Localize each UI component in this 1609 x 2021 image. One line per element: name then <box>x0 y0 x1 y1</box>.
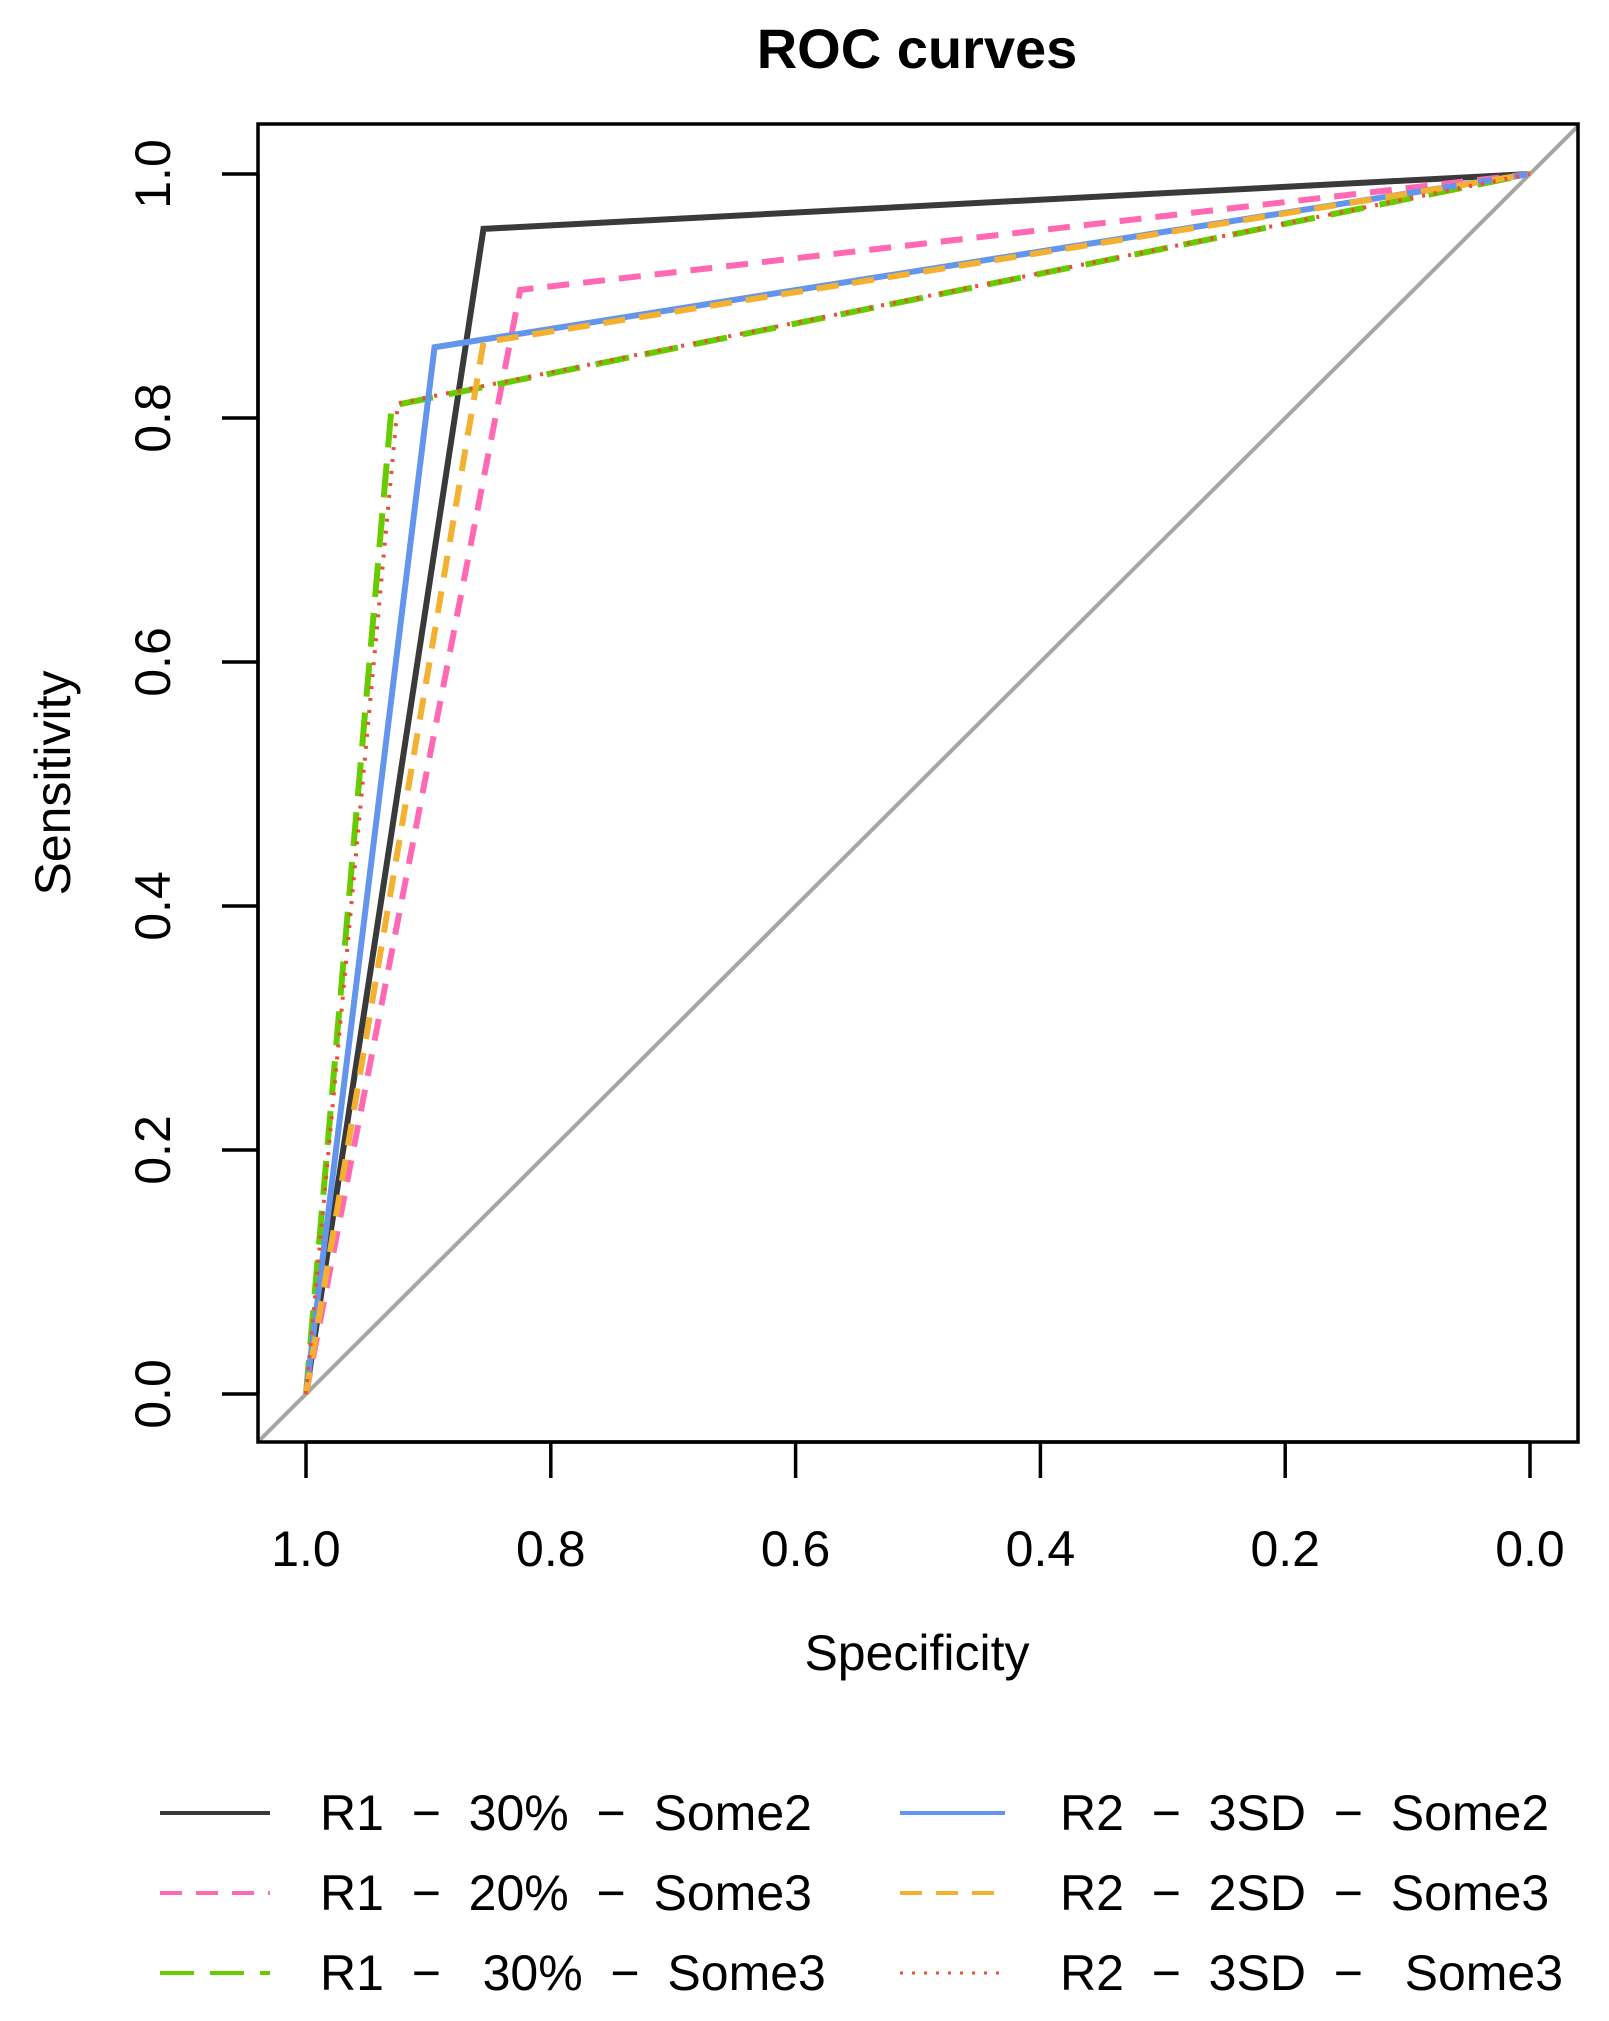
series-layer <box>303 171 1531 1395</box>
legend-label-6: R2 − 3SD − Some3 <box>1060 1945 1563 2001</box>
legend-label-1: R1 − 30% − Some2 <box>320 1785 812 1841</box>
y-tick-label: 0.6 <box>125 627 181 697</box>
roc-curve-2 <box>303 171 1531 1395</box>
x-tick-label: 1.0 <box>271 1521 341 1577</box>
legend-label-3: R1 − 30% − Some3 <box>320 1945 826 2001</box>
x-tick-label: 0.0 <box>1495 1521 1565 1577</box>
roc-curve-4 <box>303 171 1531 1395</box>
roc-curve-1 <box>303 171 1531 1395</box>
y-axis: 0.0 0.2 0.4 0.6 0.8 1.0 <box>125 139 260 1429</box>
chance-diagonal-line <box>258 124 1578 1442</box>
chart-title: ROC curves <box>757 17 1078 80</box>
x-tick-label: 0.2 <box>1250 1521 1320 1577</box>
x-axis: 1.0 0.8 0.6 0.4 0.2 0.0 <box>271 1440 1565 1577</box>
x-tick-label: 0.6 <box>761 1521 831 1577</box>
y-tick-label: 0.4 <box>125 871 181 941</box>
y-tick-label: 0.0 <box>125 1359 181 1429</box>
roc-curve-3 <box>303 171 1531 1395</box>
y-tick-label: 1.0 <box>125 139 181 209</box>
y-tick-label: 0.2 <box>125 1115 181 1185</box>
roc-curve-5 <box>303 171 1531 1395</box>
roc-curve-6 <box>304 172 1531 1395</box>
x-tick-label: 0.8 <box>516 1521 586 1577</box>
legend-label-2: R1 − 20% − Some3 <box>320 1865 812 1921</box>
y-tick-label: 0.8 <box>125 383 181 453</box>
x-axis-label: Specificity <box>804 1625 1029 1681</box>
y-axis-label: Sensitivity <box>25 670 81 895</box>
legend: R1 − 30% − Some2 R1 − 20% − Some3 R1 − 30%… <box>160 1785 1563 2001</box>
legend-label-4: R2 − 3SD − Some2 <box>1060 1785 1549 1841</box>
legend-label-5: R2 − 2SD − Some3 <box>1060 1865 1549 1921</box>
x-tick-label: 0.4 <box>1006 1521 1076 1577</box>
plot-area <box>258 124 1578 1442</box>
